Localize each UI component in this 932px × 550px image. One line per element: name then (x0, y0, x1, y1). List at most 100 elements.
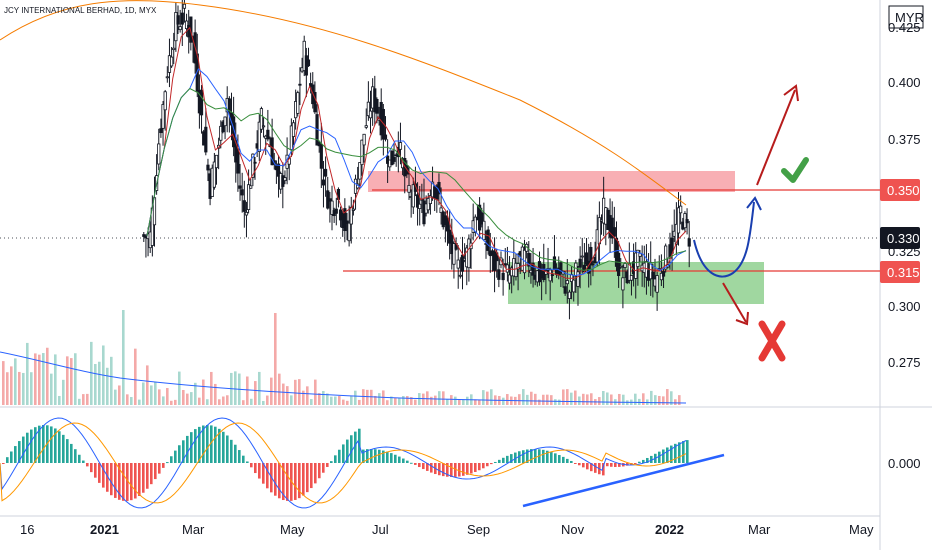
volume-bar (374, 395, 377, 405)
volume-bar (450, 395, 453, 405)
volume-bar (402, 396, 405, 405)
macd-bar (222, 431, 225, 463)
macd-bar (594, 463, 597, 473)
volume-bar (562, 389, 565, 405)
volume-bar (430, 396, 433, 405)
macd-bar (430, 463, 433, 473)
macd-bar (558, 455, 561, 463)
volume-bar (146, 365, 149, 405)
volume-bar (326, 393, 329, 405)
macd-bar (682, 441, 685, 463)
macd-bar (66, 439, 69, 463)
macd-bar (158, 463, 161, 474)
time-label: Mar (182, 522, 205, 537)
candle-body (676, 207, 681, 234)
candle-body (614, 237, 619, 267)
time-label: Sep (467, 522, 490, 537)
volume-bar (262, 400, 265, 405)
macd-bar (646, 457, 649, 463)
volume-bar (166, 388, 169, 405)
volume-bar (18, 371, 21, 405)
macd-bar (58, 431, 61, 463)
macd-bar (50, 426, 53, 463)
volume-bar (10, 366, 13, 405)
volume-bar (350, 395, 353, 405)
macd-bar (530, 449, 533, 463)
macd-bar (562, 456, 565, 463)
candle-body (473, 216, 477, 233)
macd-bar (502, 457, 505, 463)
time-label: Mar (748, 522, 771, 537)
downside-arrow (722, 282, 749, 326)
time-label: 2022 (655, 522, 684, 537)
volume-bar (6, 372, 9, 405)
volume-bar (14, 358, 17, 405)
candle-body (514, 262, 518, 278)
macd-bar (514, 452, 517, 463)
currency-box[interactable] (888, 5, 924, 29)
macd-bar (306, 463, 309, 493)
candle-body (501, 272, 505, 281)
macd-line (0, 417, 687, 509)
volume-bar (354, 390, 357, 405)
volume-bar (306, 386, 309, 405)
candle-body (516, 263, 520, 270)
volume-bar (518, 394, 521, 405)
volume-bar (342, 399, 345, 405)
macd-bar (6, 457, 9, 463)
macd-bar (70, 443, 73, 463)
volume-bar (398, 397, 401, 405)
volume-bar (446, 399, 449, 405)
volume-bar (86, 393, 89, 405)
candle-body (163, 91, 167, 111)
candle-body (392, 157, 396, 162)
candle-body (550, 274, 554, 277)
macd-bar (174, 450, 177, 463)
macd-bar (282, 463, 285, 501)
candle-body (172, 47, 176, 51)
volume-bar (330, 396, 333, 405)
macd-bar (410, 462, 413, 464)
volume-bar (194, 382, 197, 405)
macd-bar (366, 449, 369, 463)
candle-body (507, 274, 512, 284)
volume-bar (386, 400, 389, 405)
volume-bar (438, 391, 441, 405)
price-scale[interactable]: MYR 0.425 0.400 0.375 0.325 0.300 0.275 … (880, 5, 924, 471)
time-scale[interactable]: 16 2021 Mar May Jul Sep Nov 2022 Mar May (20, 522, 874, 537)
macd-bar (234, 444, 237, 463)
candle-body (685, 219, 689, 224)
candle-body (411, 184, 415, 208)
candle-body (552, 256, 557, 271)
macd-bar (614, 463, 617, 467)
volume-bar (298, 379, 301, 405)
volume-bar (130, 397, 133, 405)
candle-body (621, 277, 625, 291)
macd-bar (246, 461, 249, 463)
candle-body (426, 197, 430, 211)
candle-body (313, 92, 317, 113)
macd-bar (378, 449, 381, 463)
candle-body (418, 203, 422, 209)
macd-bar (42, 425, 45, 463)
volume-bar (366, 389, 369, 405)
candle-body (578, 258, 582, 268)
macd-bar (18, 441, 21, 463)
candle-body (589, 246, 593, 266)
volume-bar (222, 396, 225, 405)
volume-bar (162, 396, 165, 405)
volume-bar (214, 383, 217, 405)
macd-bar (122, 463, 125, 501)
volume-bar (662, 396, 665, 405)
volume-bar (302, 390, 305, 405)
candle-body (563, 286, 567, 294)
resistance-zone (368, 171, 735, 192)
macd-bar (326, 463, 329, 467)
volume-bar (550, 395, 553, 405)
macd-bar (386, 451, 389, 463)
volume-bar (22, 372, 25, 405)
candle-body (499, 257, 503, 266)
volume-bar (606, 392, 609, 405)
